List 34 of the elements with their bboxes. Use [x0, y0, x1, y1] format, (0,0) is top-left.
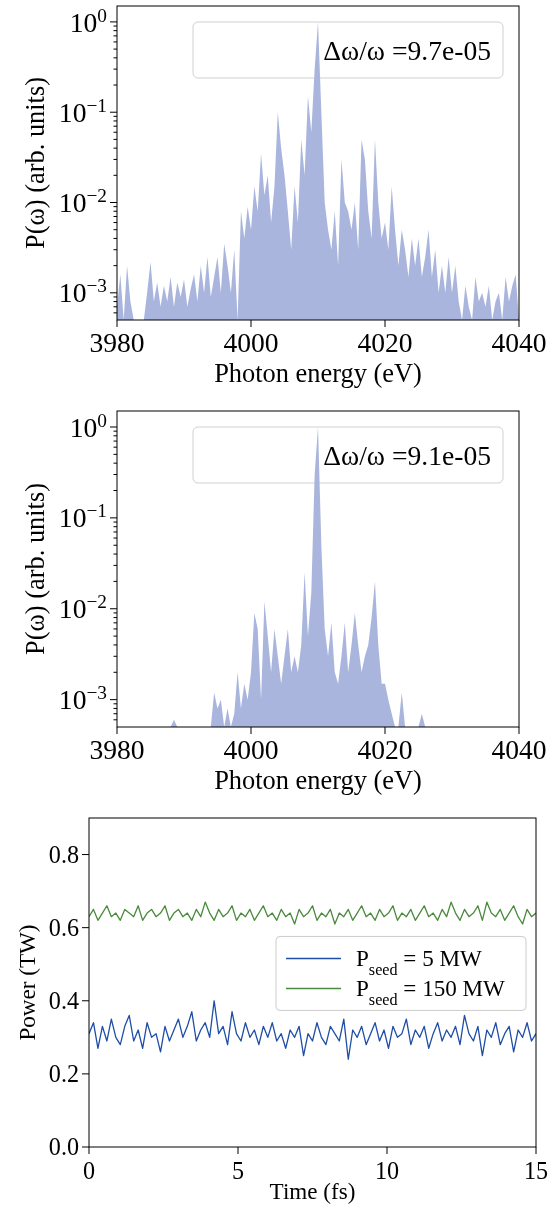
- x-tick-label: 4040: [491, 327, 547, 358]
- y-tick-label: 0.8: [48, 840, 79, 868]
- x-tick-label: 3980: [89, 734, 145, 765]
- x-tick-label: 4040: [491, 734, 547, 765]
- y-tick-label: 10$^{−1}$: [58, 94, 107, 128]
- x-tick-label: 4000: [223, 734, 279, 765]
- x-tick-label: 0: [82, 1157, 96, 1184]
- x-axis-title: Time (fs): [269, 1178, 356, 1204]
- y-axis-title: P(ω) (arb. units): [19, 76, 50, 250]
- y-tick-label: 10$^{0}$: [69, 409, 107, 443]
- y-tick-label: 10$^{0}$: [69, 4, 107, 38]
- x-tick-label: 3980: [89, 327, 145, 358]
- annotation: Δω/ω =9.1e-05: [323, 439, 491, 471]
- y-tick-label: 0.6: [48, 914, 79, 942]
- x-axis-title: Photon energy (eV): [214, 358, 422, 388]
- y-tick-label: 10$^{−2}$: [58, 184, 107, 219]
- x-axis-title: Photon energy (eV): [214, 765, 422, 795]
- y-tick-label: 10$^{−3}$: [58, 274, 107, 309]
- x-tick-label: 4020: [357, 327, 413, 358]
- annotation: Δω/ω =9.7e-05: [323, 34, 491, 66]
- y-tick-label: 10$^{−2}$: [58, 590, 107, 625]
- y-tick-label: 0.4: [48, 987, 79, 1015]
- y-axis-title: P(ω) (arb. units): [19, 482, 50, 656]
- x-tick-label: 4000: [223, 327, 279, 358]
- x-tick-label: 10: [374, 1157, 400, 1184]
- y-axis-title: Power (TW): [14, 924, 41, 1041]
- y-tick-label: 0.2: [48, 1060, 79, 1088]
- x-tick-label: 4020: [357, 734, 413, 765]
- y-tick-label: 0.0: [48, 1133, 79, 1161]
- x-tick-label: 15: [523, 1157, 549, 1184]
- y-tick-label: 10$^{−3}$: [58, 681, 107, 716]
- y-tick-label: 10$^{−1}$: [58, 499, 107, 534]
- line-series: [89, 901, 536, 925]
- x-tick-label: 5: [231, 1157, 245, 1184]
